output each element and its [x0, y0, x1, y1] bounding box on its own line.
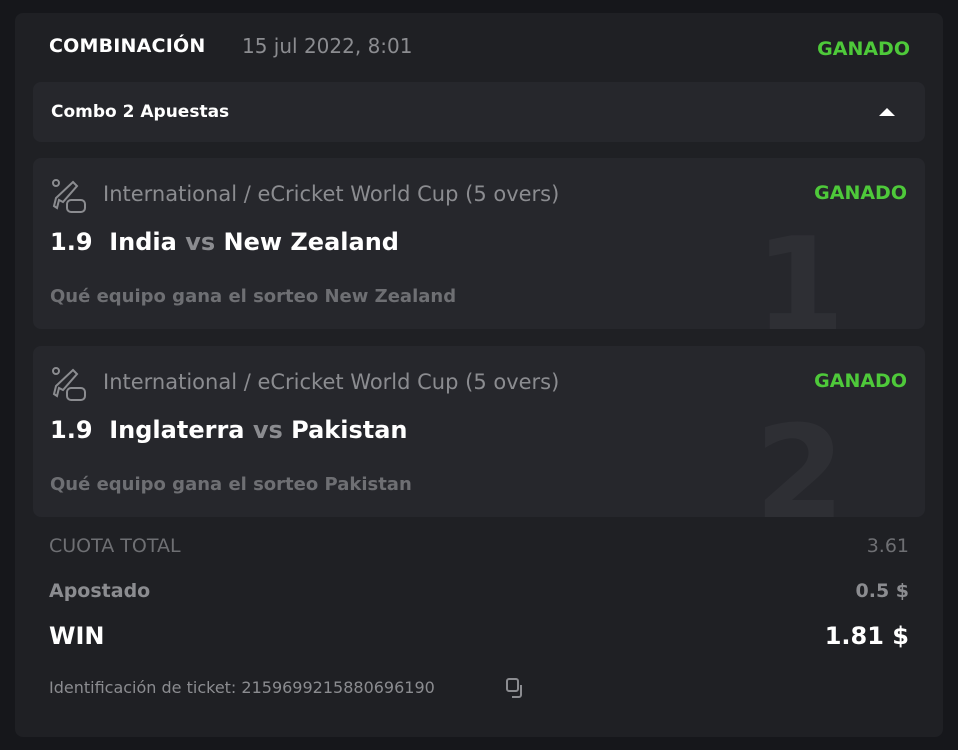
leg-odds: 1.9: [50, 416, 93, 444]
leg-number: 1: [754, 209, 845, 329]
leg-status-badge: GANADO: [814, 182, 907, 204]
total-odds-label: CUOTA TOTAL: [49, 535, 181, 557]
win-label: WIN: [49, 622, 105, 650]
staked-value: 0.5 $: [855, 580, 910, 602]
vs-label: vs: [185, 228, 216, 256]
bet-type-title: COMBINACIÓN: [49, 35, 206, 57]
leg-market: Qué equipo gana el sorteo Pakistan: [50, 474, 412, 495]
bet-date: 15 jul 2022, 8:01: [242, 34, 413, 58]
bet-ticket-card: COMBINACIÓN 15 jul 2022, 8:01 GANADO Com…: [15, 13, 943, 737]
leg-match: 1.9 India vs New Zealand: [50, 228, 399, 256]
leg-odds: 1.9: [50, 228, 93, 256]
copy-icon[interactable]: [505, 677, 527, 699]
home-team: Inglaterra: [109, 416, 245, 444]
away-team: Pakistan: [291, 416, 408, 444]
vs-label: vs: [252, 416, 283, 444]
leg-league: International / eCricket World Cup (5 ov…: [103, 370, 560, 394]
leg-card-1: 1 International / eCricket World Cup (5 …: [33, 158, 925, 329]
leg-league: International / eCricket World Cup (5 ov…: [103, 182, 560, 206]
leg-number: 2: [754, 397, 845, 517]
ecricket-icon: [52, 179, 86, 213]
away-team: New Zealand: [223, 228, 399, 256]
staked-label: Apostado: [49, 580, 151, 602]
leg-card-2: 2 International / eCricket World Cup (5 …: [33, 346, 925, 517]
bet-status-badge: GANADO: [817, 38, 910, 60]
combo-toggle[interactable]: Combo 2 Apuestas: [33, 82, 925, 142]
ticket-id: Identificación de ticket: 21596992158806…: [49, 678, 435, 697]
win-value: 1.81 $: [824, 622, 909, 650]
combo-label: Combo 2 Apuestas: [51, 102, 230, 122]
ecricket-icon: [52, 367, 86, 401]
leg-market: Qué equipo gana el sorteo New Zealand: [50, 286, 457, 307]
home-team: India: [109, 228, 177, 256]
leg-match: 1.9 Inglaterra vs Pakistan: [50, 416, 408, 444]
leg-status-badge: GANADO: [814, 370, 907, 392]
total-odds-value: 3.61: [866, 535, 909, 557]
caret-up-icon[interactable]: [879, 108, 895, 116]
